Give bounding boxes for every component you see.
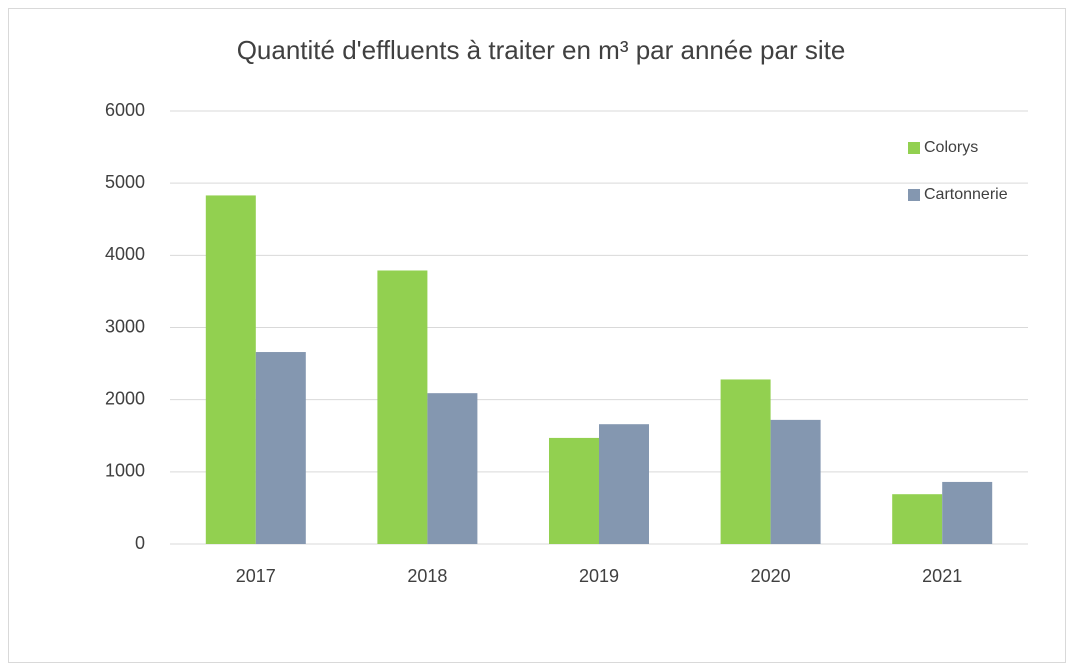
y-tick-label: 1000 [105,461,145,481]
y-tick-label: 6000 [105,100,145,120]
chart-title: Quantité d'effluents à traiter en m³ par… [237,35,846,65]
bar [892,494,943,544]
x-tick-label: 2017 [236,566,276,586]
x-tick-label: 2020 [751,566,791,586]
x-tick-label: 2018 [407,566,447,586]
bar [427,393,478,544]
y-tick-label: 0 [135,533,145,553]
y-tick-label: 3000 [105,316,145,336]
bar [549,437,599,544]
legend-label: Cartonnerie [924,186,1008,203]
legend-swatch [908,142,920,154]
bar [599,424,649,544]
bar [205,195,256,544]
x-tick-label: 2019 [579,566,619,586]
y-tick-label: 2000 [105,388,145,408]
y-tick-label: 4000 [105,244,145,264]
bar [942,481,993,544]
legend-swatch [908,189,920,201]
bar [255,352,306,544]
x-tick-label: 2021 [922,566,962,586]
bar [770,419,821,544]
y-tick-label: 5000 [105,172,145,192]
legend-label: Colorys [924,139,978,156]
bar [720,379,771,544]
bar [377,270,428,544]
chart-border [8,8,1066,663]
